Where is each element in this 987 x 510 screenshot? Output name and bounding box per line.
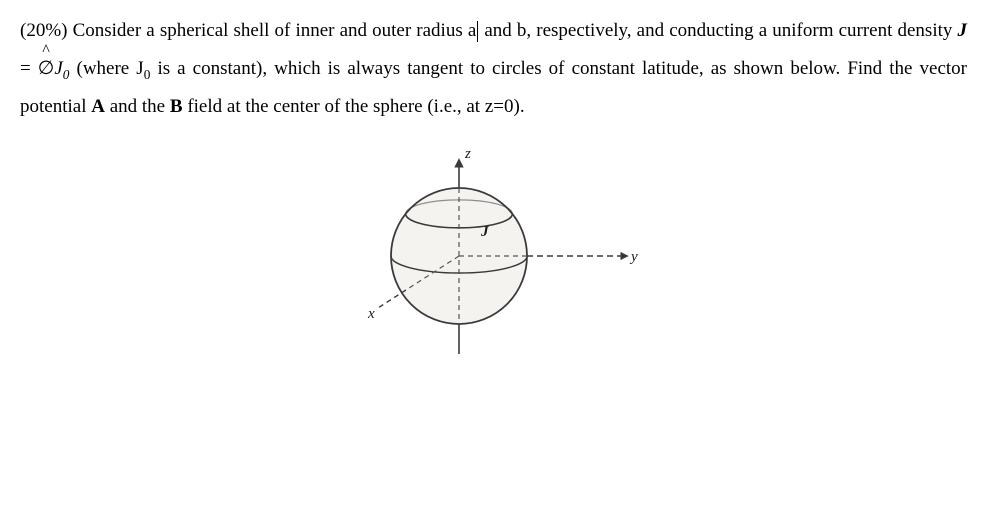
- text-1a: Consider a spherical shell of inner and …: [67, 20, 476, 41]
- svg-text:x: x: [366, 306, 374, 322]
- hat-symbol: ^: [42, 43, 50, 59]
- svg-text:J: J: [480, 224, 489, 240]
- text-2a: (where J: [69, 58, 143, 79]
- svg-text:y: y: [629, 249, 638, 265]
- phi-hat: ^∅: [38, 50, 55, 88]
- eq-J: J: [957, 20, 967, 41]
- problem-statement: (20%) Consider a spherical shell of inne…: [20, 12, 967, 126]
- text-3b: field at the center of the sphere (i.e.,…: [183, 96, 525, 117]
- vec-A: A: [91, 96, 105, 117]
- sphere-diagram: Jz y x: [344, 136, 644, 371]
- phi-symbol: ∅: [38, 58, 55, 79]
- figure-container: Jz y x: [20, 136, 967, 371]
- vec-B: B: [170, 96, 183, 117]
- eq-J0: J: [54, 58, 62, 79]
- svg-text:z: z: [464, 146, 471, 162]
- eq-equals: =: [20, 58, 38, 79]
- percent-label: (20%): [20, 20, 67, 41]
- text-3a: and the: [105, 96, 170, 117]
- text-1b: and b, respectively, and conducting a un…: [479, 20, 957, 41]
